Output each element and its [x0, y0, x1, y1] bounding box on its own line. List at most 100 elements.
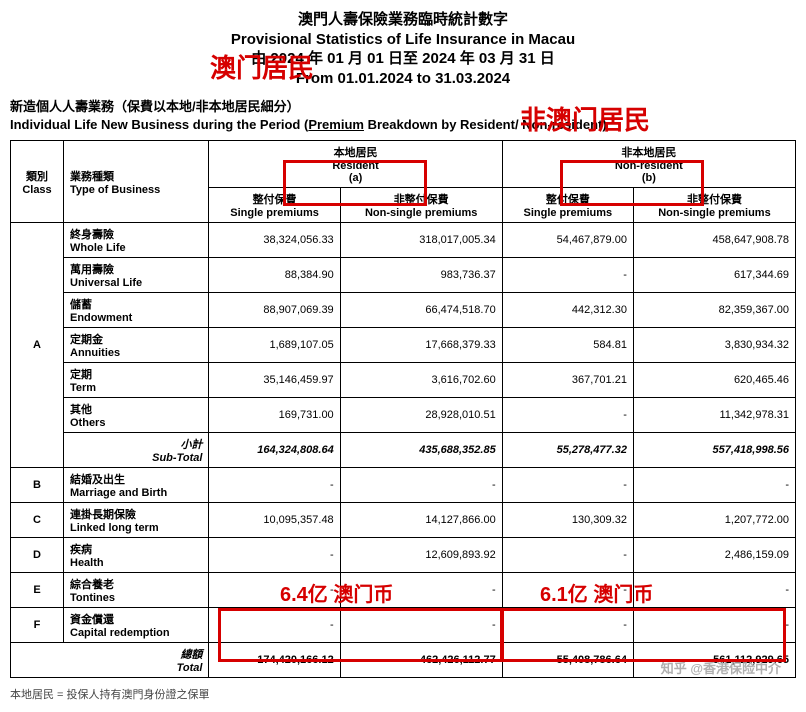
col-res-nsp: 非整付保費Non-single premiums: [340, 188, 502, 223]
cell-business: 疾病Health: [64, 538, 209, 573]
table-row: 小計Sub-Total164,324,808.64435,688,352.855…: [11, 433, 796, 468]
period-zh: 由 2024 年 01 月 01 日至 2024 年 03 月 31 日: [10, 49, 796, 69]
cell-value: -: [633, 468, 795, 503]
cell-value: 10,095,357.48: [209, 503, 340, 538]
cell-value: 54,467,879.00: [502, 223, 633, 258]
cell-value: 617,344.69: [633, 258, 795, 293]
cell-business: 資金償還Capital redemption: [64, 608, 209, 643]
cell-value: 3,616,702.60: [340, 363, 502, 398]
cell-class: E: [11, 573, 64, 608]
section-title-en: Individual Life New Business during the …: [10, 117, 796, 132]
cell-business: 定期金Annuities: [64, 328, 209, 363]
cell-value: 584.81: [502, 328, 633, 363]
table-row: 其他Others169,731.0028,928,010.51-11,342,9…: [11, 398, 796, 433]
cell-total-label: 總額Total: [11, 643, 209, 678]
table-row: B結婚及出生Marriage and Birth----: [11, 468, 796, 503]
footnote: 本地居民 = 投保人持有澳門身份證之保單: [10, 686, 796, 702]
cell-value: -: [502, 258, 633, 293]
cell-value: -: [209, 538, 340, 573]
cell-business: 結婚及出生Marriage and Birth: [64, 468, 209, 503]
col-class: 類別Class: [11, 141, 64, 223]
cell-business: 終身壽險Whole Life: [64, 223, 209, 258]
cell-value: -: [502, 608, 633, 643]
table-row: 定期Term35,146,459.973,616,702.60367,701.2…: [11, 363, 796, 398]
cell-business: 綜合養老Tontines: [64, 573, 209, 608]
cell-value: 620,465.46: [633, 363, 795, 398]
cell-value: -: [209, 573, 340, 608]
cell-value: 458,647,908.78: [633, 223, 795, 258]
cell-total-value: 55,408,786.64: [502, 643, 633, 678]
cell-total-value: 561,112,929.65: [633, 643, 795, 678]
col-resident: 本地居民Resident(a): [209, 141, 502, 188]
cell-business: 小計Sub-Total: [64, 433, 209, 468]
table-row: A終身壽險Whole Life38,324,056.33318,017,005.…: [11, 223, 796, 258]
cell-value: -: [633, 573, 795, 608]
cell-value: 3,830,934.32: [633, 328, 795, 363]
cell-value: 164,324,808.64: [209, 433, 340, 468]
col-nres-nsp: 非整付保費Non-single premiums: [633, 188, 795, 223]
cell-value: -: [340, 608, 502, 643]
cell-value: 35,146,459.97: [209, 363, 340, 398]
table-row: 定期金Annuities1,689,107.0517,668,379.33584…: [11, 328, 796, 363]
cell-value: 983,736.37: [340, 258, 502, 293]
page-title: 澳門人壽保險業務臨時統計數字 Provisional Statistics of…: [10, 10, 796, 88]
cell-value: 82,359,367.00: [633, 293, 795, 328]
cell-value: 66,474,518.70: [340, 293, 502, 328]
cell-class: F: [11, 608, 64, 643]
table-row-total: 總額Total174,420,166.12462,426,112.7755,40…: [11, 643, 796, 678]
cell-value: 442,312.30: [502, 293, 633, 328]
cell-value: 1,207,772.00: [633, 503, 795, 538]
cell-value: 318,017,005.34: [340, 223, 502, 258]
cell-value: 14,127,866.00: [340, 503, 502, 538]
data-table: 類別Class 業務種類Type of Business 本地居民Residen…: [10, 140, 796, 678]
cell-value: 435,688,352.85: [340, 433, 502, 468]
cell-value: -: [502, 573, 633, 608]
title-zh: 澳門人壽保險業務臨時統計數字: [10, 10, 796, 30]
cell-value: -: [209, 468, 340, 503]
cell-class: B: [11, 468, 64, 503]
cell-business: 定期Term: [64, 363, 209, 398]
cell-total-value: 174,420,166.12: [209, 643, 340, 678]
cell-business: 其他Others: [64, 398, 209, 433]
cell-value: 88,907,069.39: [209, 293, 340, 328]
cell-business: 連掛長期保險Linked long term: [64, 503, 209, 538]
section-title-zh: 新造個人人壽業務（保費以本地/非本地居民細分）: [10, 96, 796, 115]
cell-value: 17,668,379.33: [340, 328, 502, 363]
cell-class: C: [11, 503, 64, 538]
cell-total-value: 462,426,112.77: [340, 643, 502, 678]
cell-value: 2,486,159.09: [633, 538, 795, 573]
cell-business: 儲蓄Endowment: [64, 293, 209, 328]
cell-value: 38,324,056.33: [209, 223, 340, 258]
table-row: C連掛長期保險Linked long term10,095,357.4814,1…: [11, 503, 796, 538]
cell-business: 萬用壽險Universal Life: [64, 258, 209, 293]
title-en: Provisional Statistics of Life Insurance…: [10, 30, 796, 50]
cell-value: -: [633, 608, 795, 643]
table-row: D疾病Health-12,609,893.92-2,486,159.09: [11, 538, 796, 573]
cell-value: 11,342,978.31: [633, 398, 795, 433]
table-row: 萬用壽險Universal Life88,384.90983,736.37-61…: [11, 258, 796, 293]
period-en: From 01.01.2024 to 31.03.2024: [10, 69, 796, 89]
cell-value: -: [502, 398, 633, 433]
cell-value: 28,928,010.51: [340, 398, 502, 433]
table-row: E綜合養老Tontines----: [11, 573, 796, 608]
cell-value: 557,418,998.56: [633, 433, 795, 468]
cell-value: 88,384.90: [209, 258, 340, 293]
cell-value: -: [209, 608, 340, 643]
cell-value: -: [340, 573, 502, 608]
table-row: 儲蓄Endowment88,907,069.3966,474,518.70442…: [11, 293, 796, 328]
cell-class: D: [11, 538, 64, 573]
cell-value: -: [502, 538, 633, 573]
col-res-sp: 整付保費Single premiums: [209, 188, 340, 223]
cell-value: 1,689,107.05: [209, 328, 340, 363]
cell-value: -: [340, 468, 502, 503]
cell-value: 169,731.00: [209, 398, 340, 433]
col-type: 業務種類Type of Business: [64, 141, 209, 223]
cell-value: 12,609,893.92: [340, 538, 502, 573]
cell-value: -: [502, 468, 633, 503]
cell-value: 130,309.32: [502, 503, 633, 538]
cell-class: A: [11, 223, 64, 468]
cell-value: 367,701.21: [502, 363, 633, 398]
col-nonresident: 非本地居民Non-resident(b): [502, 141, 795, 188]
cell-value: 55,278,477.32: [502, 433, 633, 468]
table-row: F資金償還Capital redemption----: [11, 608, 796, 643]
